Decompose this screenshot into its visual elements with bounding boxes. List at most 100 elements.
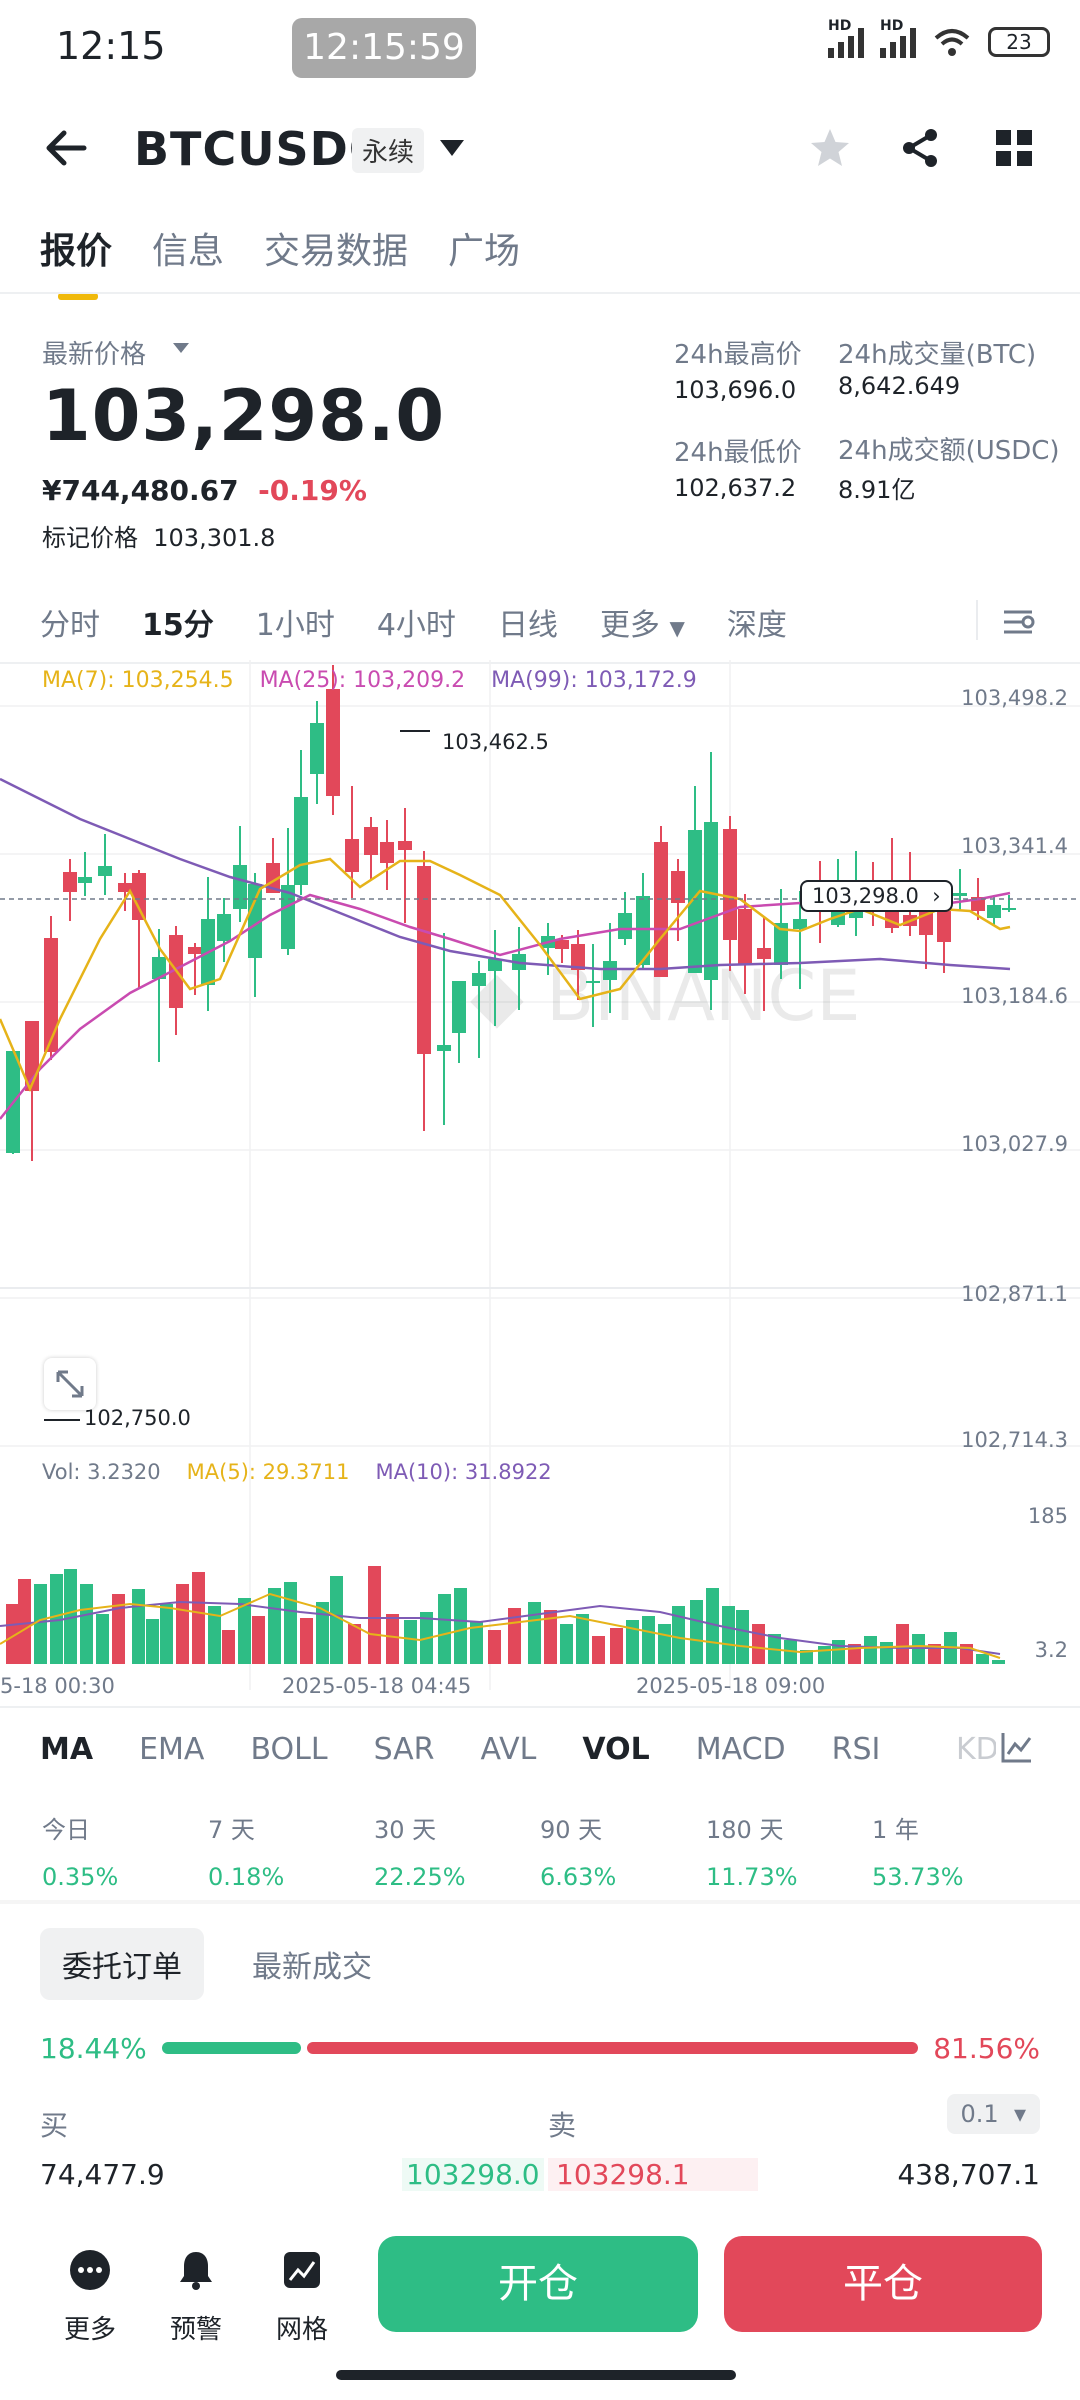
- mark-price-row: 标记价格 103,301.8: [42, 524, 276, 552]
- indicator-macd[interactable]: MACD: [695, 1732, 786, 1767]
- volume-ma5-line: [0, 1592, 1001, 1659]
- volume-bar: [238, 1598, 251, 1664]
- volume-legend: Vol: 3.2320 MA(5): 29.3711 MA(10): 31.89…: [42, 1460, 552, 1484]
- candle: [618, 892, 632, 945]
- interval-15m[interactable]: 15分: [142, 608, 214, 643]
- alert-button[interactable]: 预警: [156, 2248, 236, 2346]
- candlestick-chart[interactable]: ◆ BINANCE: [0, 660, 1080, 1710]
- volume-bar: [208, 1606, 221, 1664]
- latest-price-label[interactable]: 最新价格: [42, 340, 147, 370]
- candle: [953, 869, 967, 911]
- price-axis-label: 103,341.4: [961, 834, 1068, 858]
- interval-1h[interactable]: 1小时: [255, 608, 335, 643]
- volume-bar: [300, 1618, 313, 1664]
- volume-bar: [132, 1589, 145, 1664]
- high-value: 103,696.0: [674, 376, 797, 404]
- candle: [364, 817, 378, 879]
- candle-body: [152, 957, 166, 979]
- volume-bar: [736, 1610, 749, 1664]
- open-position-button[interactable]: 开仓: [378, 2236, 698, 2332]
- candle-body: [248, 884, 262, 958]
- candle-body: [326, 689, 340, 796]
- candle-body: [281, 885, 295, 949]
- candle: [688, 786, 702, 973]
- candle-body: [757, 948, 771, 959]
- price-axis-label: 102,714.3: [961, 1428, 1068, 1452]
- interval-more[interactable]: 更多 ▼: [599, 608, 685, 643]
- candle: [25, 1021, 39, 1161]
- tab-recent-trades[interactable]: 最新成交: [252, 1950, 372, 1985]
- ask-price[interactable]: 103298.1: [548, 2158, 758, 2191]
- interval-1d[interactable]: 日线: [497, 608, 558, 643]
- caret-down-icon[interactable]: [172, 342, 190, 354]
- volume-bar: [330, 1576, 343, 1664]
- indicator-boll[interactable]: BOLL: [250, 1732, 328, 1767]
- grid-menu-icon[interactable]: [994, 128, 1034, 168]
- volume-bar: [610, 1628, 623, 1664]
- candle-body: [688, 830, 702, 973]
- candle-body: [723, 829, 737, 940]
- ma-legend: MA(7): 103,254.5 MA(25): 103,209.2 MA(99…: [42, 668, 697, 693]
- tab-info[interactable]: 信息: [152, 231, 225, 272]
- divider: [0, 1706, 1080, 1708]
- tab-quote[interactable]: 报价: [40, 222, 112, 300]
- price-change: -0.19%: [258, 474, 367, 507]
- symbol-title[interactable]: BTCUSDC: [134, 122, 384, 176]
- indicator-vol[interactable]: VOL: [582, 1732, 650, 1767]
- indicator-kd[interactable]: KD: [956, 1732, 996, 1767]
- candle-body: [364, 827, 378, 855]
- indicator-sar[interactable]: SAR: [373, 1732, 435, 1767]
- sell-ratio: 81.56%: [933, 2032, 1040, 2065]
- volume-bar: [818, 1646, 831, 1664]
- indicator-ma[interactable]: MA: [40, 1732, 94, 1767]
- more-button[interactable]: 更多: [50, 2248, 130, 2346]
- signal-icon: HD: [880, 18, 916, 58]
- tab-order-book[interactable]: 委托订单: [40, 1928, 204, 2000]
- candle: [571, 930, 585, 1000]
- volume-btc-value: 8,642.649: [838, 372, 961, 400]
- close-position-button[interactable]: 平仓: [724, 2236, 1042, 2332]
- indicator-avl[interactable]: AVL: [480, 1732, 537, 1767]
- candle-body: [452, 981, 466, 1033]
- volume-bar: [576, 1614, 589, 1664]
- candle: [437, 933, 451, 1125]
- volume-bar: [192, 1572, 205, 1664]
- back-arrow-icon[interactable]: [44, 128, 88, 168]
- indicator-settings-icon[interactable]: [1000, 1730, 1034, 1764]
- wifi-icon: [934, 29, 970, 56]
- volume-bar: [112, 1594, 125, 1664]
- price-step-select[interactable]: 0.1 ▾: [946, 2094, 1040, 2134]
- volume-bar: [268, 1588, 281, 1664]
- interval-depth[interactable]: 深度: [726, 608, 787, 643]
- fullscreen-button[interactable]: [44, 1358, 96, 1410]
- battery-icon: 23: [988, 27, 1050, 57]
- volume-axis-label: 3.2: [1034, 1638, 1068, 1662]
- share-icon[interactable]: [898, 126, 942, 170]
- grid-button[interactable]: 网格: [262, 2248, 342, 2346]
- current-price-tag[interactable]: 103,298.0 ›: [800, 880, 953, 912]
- bid-price[interactable]: 103298.0: [402, 2158, 544, 2191]
- tab-square[interactable]: 广场: [448, 231, 521, 272]
- candle-body: [380, 842, 394, 863]
- performance-item: 今日 0.35%: [42, 1816, 119, 1891]
- volume-bar: [690, 1600, 703, 1664]
- star-icon[interactable]: [808, 126, 852, 170]
- volume-bar: [706, 1588, 719, 1664]
- caret-down-icon[interactable]: [438, 138, 466, 158]
- divider: [976, 600, 978, 640]
- time-axis-label: 2025-05-18 04:45: [282, 1674, 472, 1698]
- time-axis-label: 5-18 00:30: [0, 1674, 115, 1698]
- volume-ma10-line: [0, 1600, 1001, 1655]
- interval-4h[interactable]: 4小时: [376, 608, 456, 643]
- interval-timeline[interactable]: 分时: [40, 608, 100, 643]
- indicator-rsi[interactable]: RSI: [831, 1732, 881, 1767]
- performance-item: 30 天 22.25%: [374, 1816, 466, 1891]
- indicator-ema[interactable]: EMA: [139, 1732, 205, 1767]
- candle-body: [132, 873, 146, 920]
- volume-bar: [146, 1619, 159, 1664]
- candle-body: [793, 919, 807, 929]
- bell-icon: [180, 2252, 212, 2290]
- chart-settings-icon[interactable]: [1000, 604, 1036, 640]
- tab-trading-data[interactable]: 交易数据: [264, 231, 409, 272]
- volume-bar: [488, 1630, 501, 1664]
